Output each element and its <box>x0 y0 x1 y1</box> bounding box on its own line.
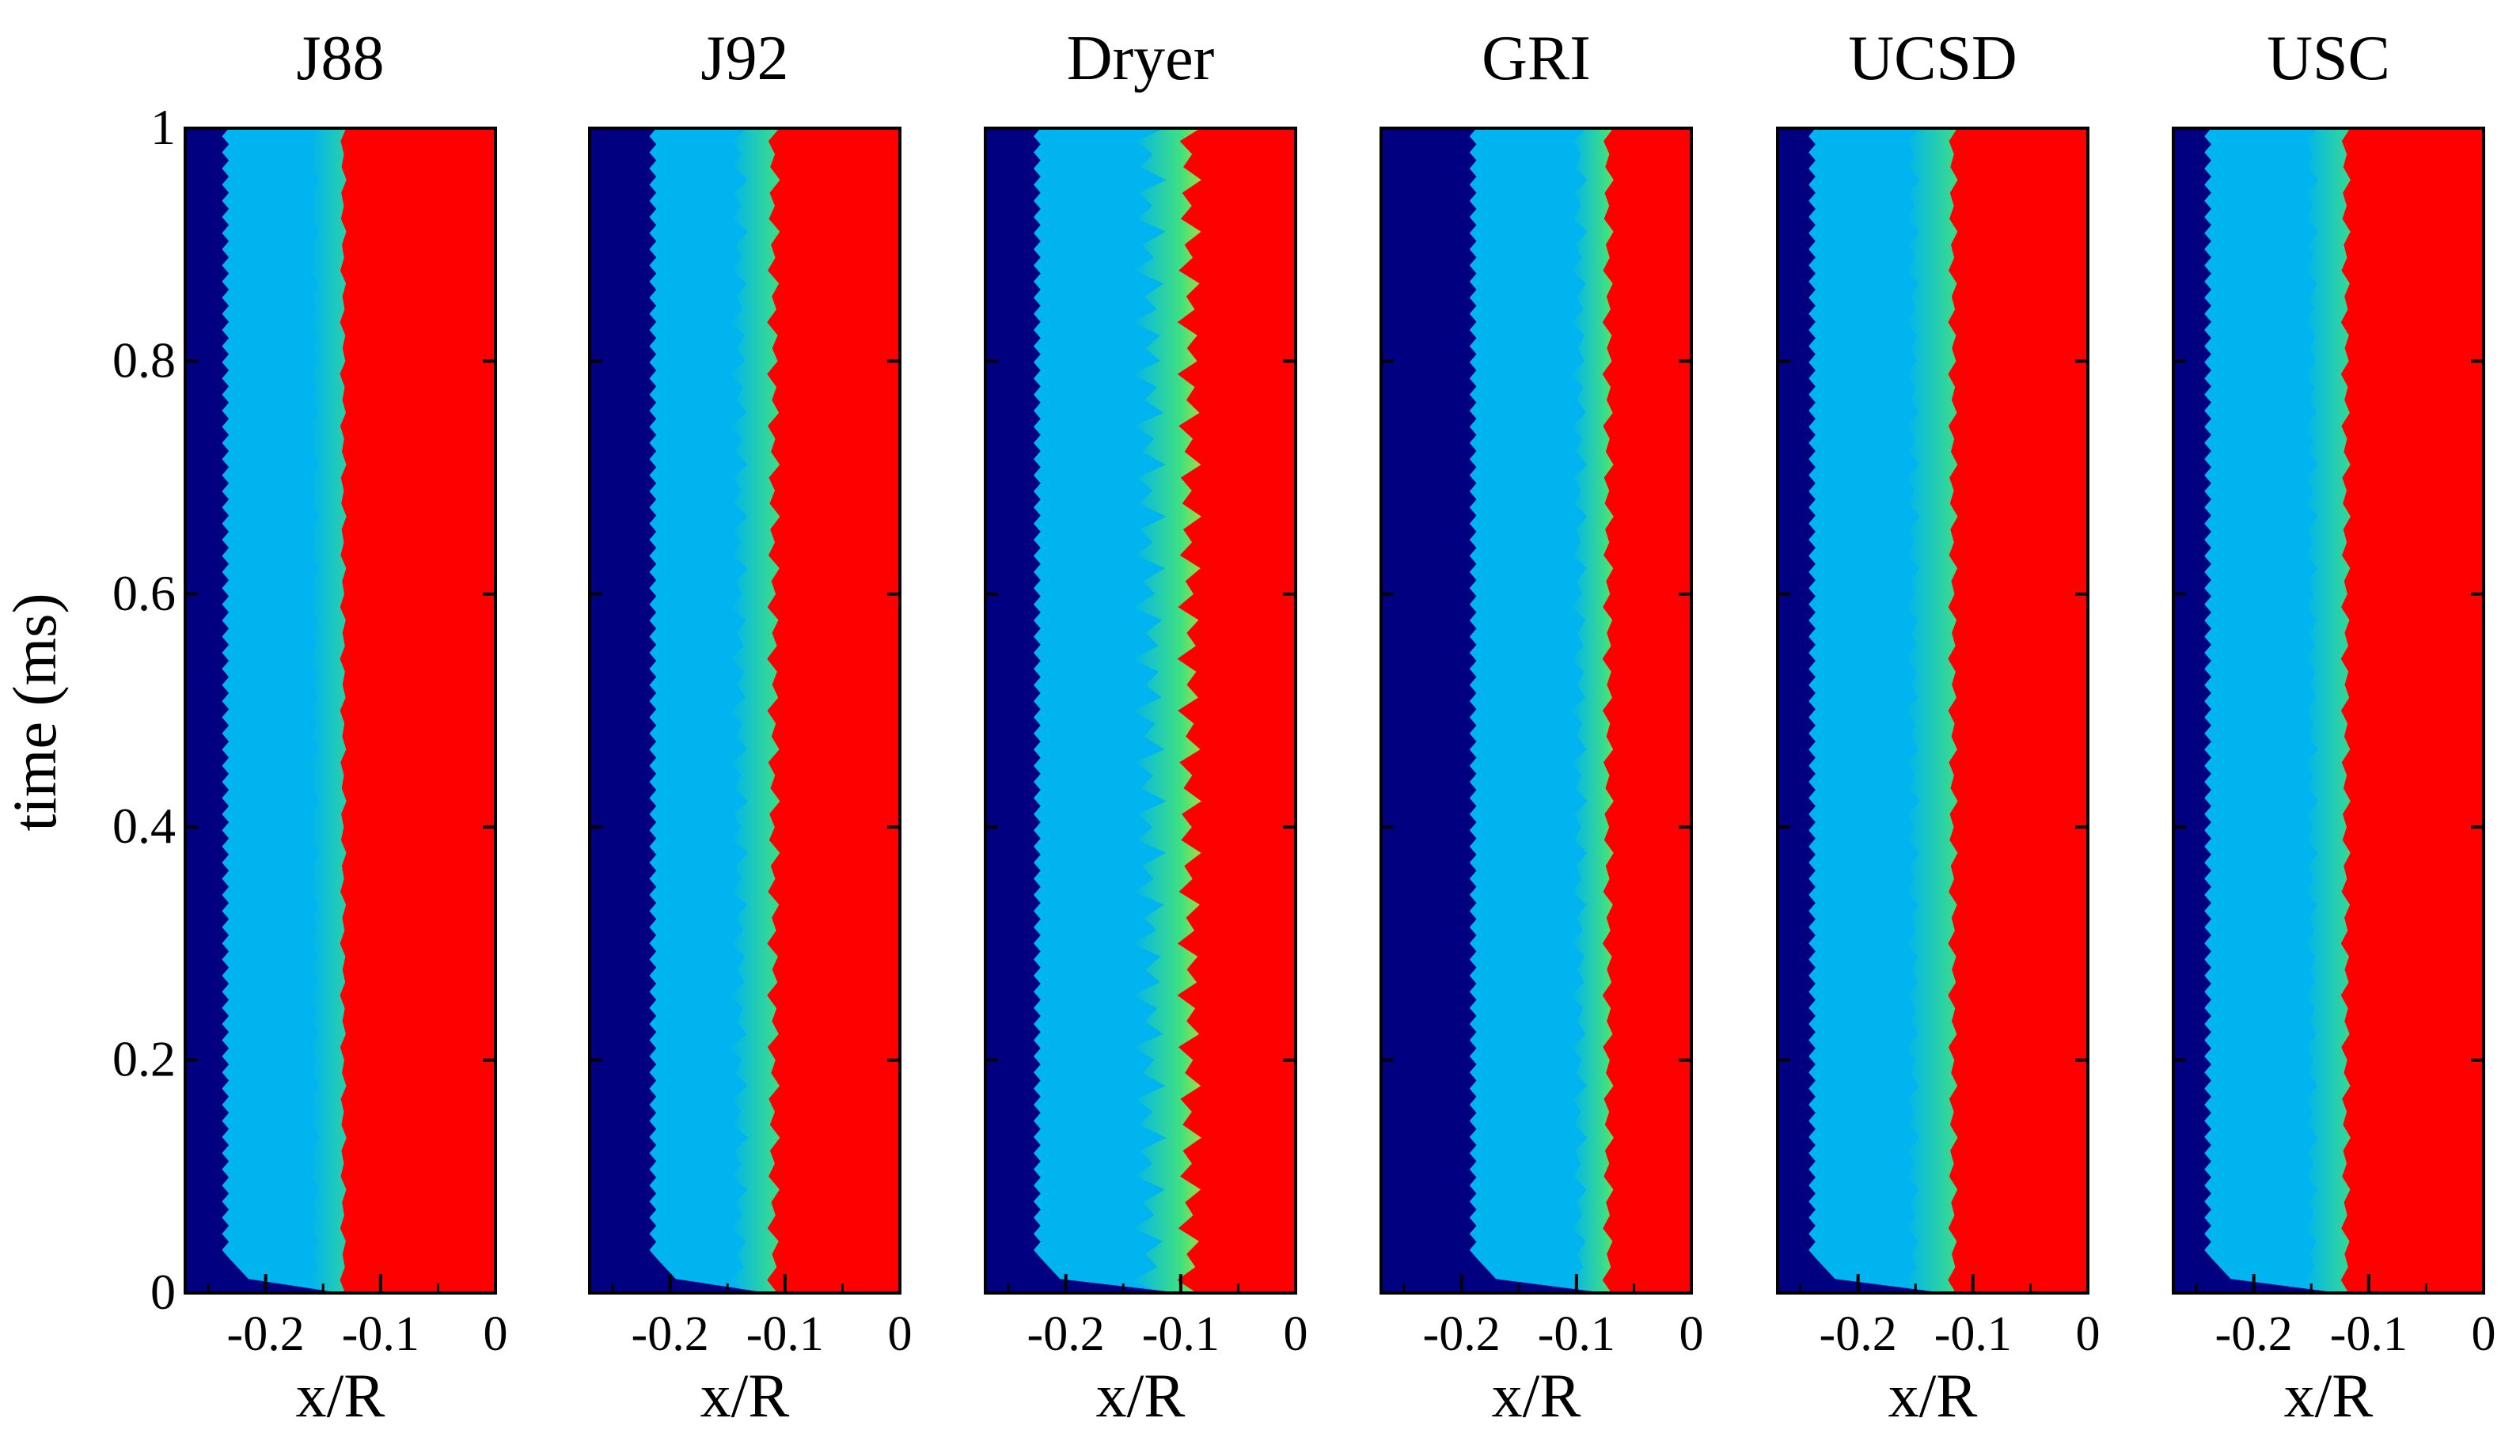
unburnt-region <box>985 128 1181 1293</box>
x-axis-label: x/R <box>1492 1361 1581 1430</box>
chart-panel-dryer: -0.2 -0.1 0 Dryer x/R <box>984 24 1308 1430</box>
burnt-region <box>2340 128 2484 1293</box>
x-tick-label: -0.2 <box>227 1307 305 1361</box>
plot-frame <box>184 127 497 1295</box>
x-axis-label: x/R <box>1096 1361 1186 1430</box>
plot-frame <box>2172 127 2485 1295</box>
plot-frame <box>1776 127 2089 1295</box>
heatmap-field <box>1778 128 2088 1293</box>
panel-title: J88 <box>296 24 384 93</box>
plot-frame <box>588 127 901 1295</box>
plot-frame <box>984 127 1297 1295</box>
x-tick-label: -0.1 <box>1538 1307 1615 1361</box>
y-axis-label: time (ms) <box>0 593 69 831</box>
panel-title: J92 <box>700 24 788 93</box>
y-tick-label: 0.6 <box>112 565 176 621</box>
panel-title: GRI <box>1482 24 1591 93</box>
burnt-region <box>340 128 495 1293</box>
x-tick-label: -0.2 <box>1423 1307 1501 1361</box>
y-tick-label: 0.2 <box>112 1031 176 1087</box>
x-tick-label: 0 <box>484 1307 508 1361</box>
chart-panel-ucsd: -0.2 -0.1 0 UCSD x/R <box>1776 24 2101 1430</box>
x-tick-label: 0 <box>1679 1307 1704 1361</box>
heatmap-field <box>1381 128 1691 1293</box>
x-axis-label: x/R <box>2284 1361 2374 1430</box>
unburnt-region <box>1381 128 1606 1293</box>
y-tick-label: 1 <box>150 99 176 155</box>
y-tick-label: 0 <box>150 1264 176 1320</box>
x-axis-label: x/R <box>700 1361 790 1430</box>
x-tick-label: 0 <box>1284 1307 1308 1361</box>
x-axis-label: x/R <box>1888 1361 1978 1430</box>
x-tick-label: -0.1 <box>1934 1307 2012 1361</box>
unburnt-region <box>185 128 340 1293</box>
y-tick-label: 0.8 <box>112 332 176 388</box>
x-tick-label: -0.2 <box>632 1307 709 1361</box>
x-tick-label: -0.2 <box>1820 1307 1897 1361</box>
heatmap-field <box>2173 128 2484 1293</box>
x-tick-label: -0.1 <box>746 1307 824 1361</box>
chart-panel-j88: -0.2 -0.1 0 J88 x/R <box>184 24 508 1430</box>
plot-frame <box>1380 127 1693 1295</box>
x-tick-label: -0.1 <box>2330 1307 2408 1361</box>
unburnt-region <box>590 128 768 1293</box>
x-axis-label: x/R <box>296 1361 385 1430</box>
panel-title: UCSD <box>1848 24 2017 93</box>
x-tick-label: -0.1 <box>1142 1307 1220 1361</box>
x-tick-label: 0 <box>2076 1307 2101 1361</box>
burnt-region <box>1948 128 2088 1293</box>
burnt-region <box>1177 128 1296 1293</box>
chart-panel-j92: -0.2 -0.1 0 J92 x/R <box>588 24 913 1430</box>
burnt-region <box>767 128 900 1293</box>
unburnt-region <box>2173 128 2340 1293</box>
chart-panel-usc: -0.2 -0.1 0 USC x/R <box>2172 24 2496 1430</box>
heatmap-field <box>985 128 1296 1293</box>
x-tick-label: -0.2 <box>2215 1307 2293 1361</box>
panel-title: USC <box>2267 24 2390 93</box>
x-tick-label: 0 <box>888 1307 913 1361</box>
x-tick-label: -0.1 <box>342 1307 419 1361</box>
heatmap-field <box>185 128 495 1293</box>
x-tick-label: -0.2 <box>1027 1307 1105 1361</box>
heatmap-field <box>590 128 900 1293</box>
y-tick-label: 0.4 <box>112 798 176 854</box>
burnt-region <box>1602 128 1691 1293</box>
chart-panel-gri: -0.2 -0.1 0 GRI x/R <box>1380 24 1704 1430</box>
x-tick-label: 0 <box>2472 1307 2496 1361</box>
unburnt-region <box>1778 128 1945 1293</box>
panel-title: Dryer <box>1067 24 1215 93</box>
